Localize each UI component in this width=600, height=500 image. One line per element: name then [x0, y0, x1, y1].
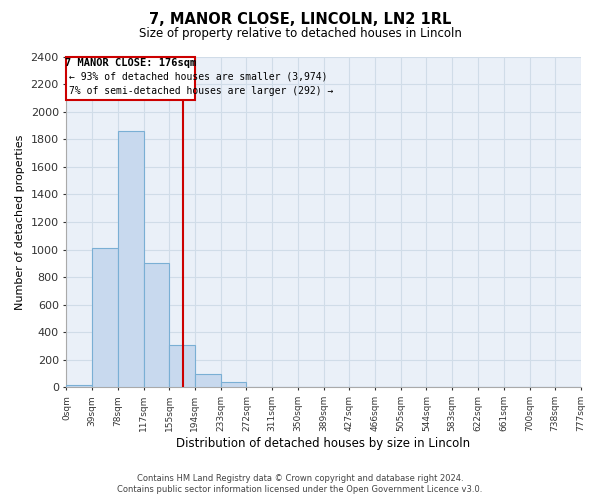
FancyBboxPatch shape: [67, 56, 195, 100]
Y-axis label: Number of detached properties: Number of detached properties: [15, 134, 25, 310]
Bar: [92, 248, 118, 388]
Bar: [67, 384, 92, 388]
Bar: [144, 264, 169, 388]
Text: 7% of semi-detached houses are larger (292) →: 7% of semi-detached houses are larger (2…: [69, 86, 334, 96]
Bar: [195, 374, 221, 388]
X-axis label: Distribution of detached houses by size in Lincoln: Distribution of detached houses by size …: [176, 437, 470, 450]
Bar: [118, 131, 144, 388]
Text: ← 93% of detached houses are smaller (3,974): ← 93% of detached houses are smaller (3,…: [69, 71, 328, 81]
Bar: [221, 382, 247, 388]
Text: Size of property relative to detached houses in Lincoln: Size of property relative to detached ho…: [139, 28, 461, 40]
Bar: [169, 346, 195, 388]
Text: 7, MANOR CLOSE, LINCOLN, LN2 1RL: 7, MANOR CLOSE, LINCOLN, LN2 1RL: [149, 12, 451, 28]
Text: Contains HM Land Registry data © Crown copyright and database right 2024.
Contai: Contains HM Land Registry data © Crown c…: [118, 474, 482, 494]
Text: 7 MANOR CLOSE: 176sqm: 7 MANOR CLOSE: 176sqm: [65, 58, 196, 68]
